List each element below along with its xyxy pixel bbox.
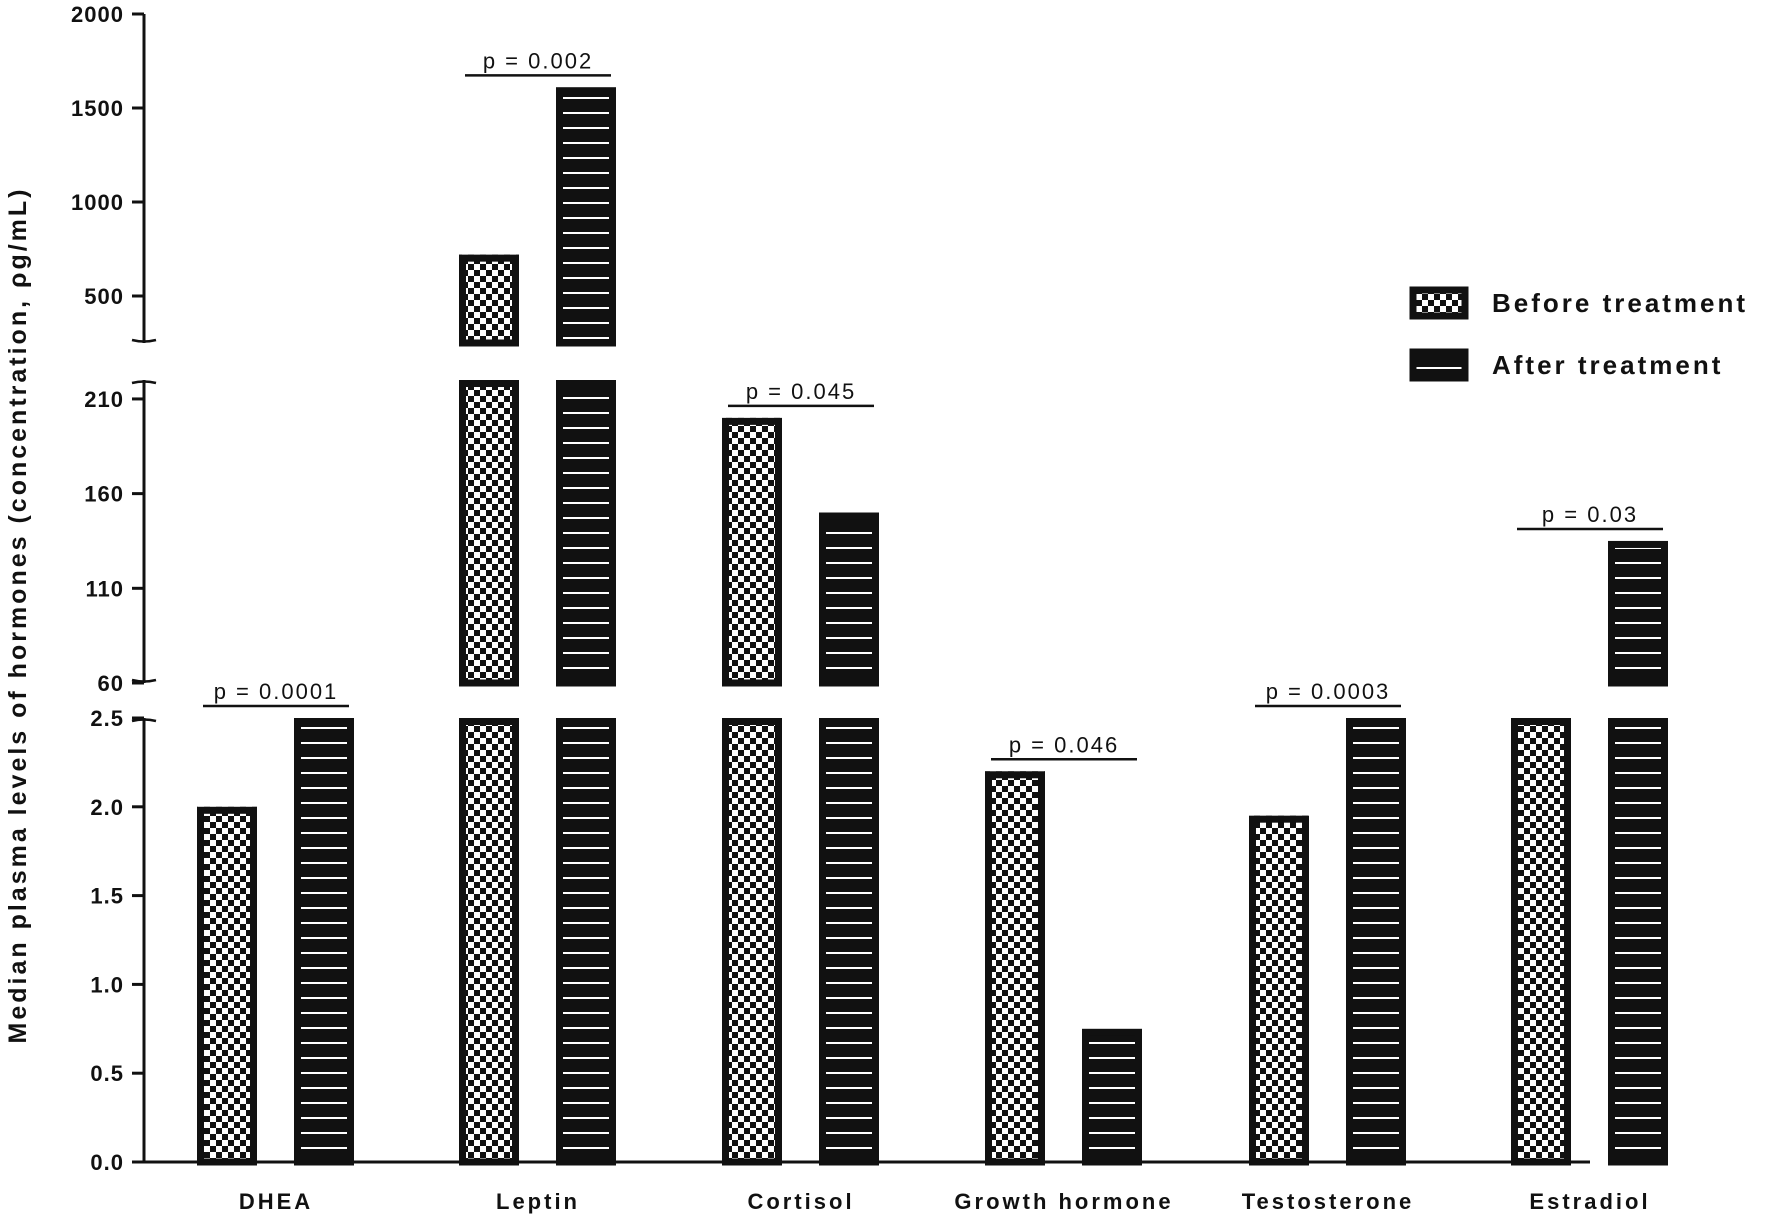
legend-item: After treatment xyxy=(1409,348,1723,382)
y-tick-label: 1.5 xyxy=(90,884,124,909)
significance-label: p = 0.045 xyxy=(746,379,856,404)
legend-item: Before treatment xyxy=(1409,286,1748,320)
y-tick-label: 1000 xyxy=(71,190,124,215)
y-tick-label: 2000 xyxy=(71,2,124,27)
x-category-label: Growth hormone xyxy=(954,1189,1173,1214)
bar-leptin-after xyxy=(556,87,616,347)
legend: Before treatment After treatment xyxy=(1409,286,1748,382)
bar-leptin-after-part-1 xyxy=(556,718,616,1166)
bar-leptin-before-part-1 xyxy=(459,718,519,1166)
legend-label: Before treatment xyxy=(1492,288,1748,318)
y-axis-title: Median plasma levels of hormones (concen… xyxy=(4,187,32,1044)
y-tick-label: 0.5 xyxy=(90,1061,124,1086)
x-category-label: Leptin xyxy=(496,1189,580,1214)
y-tick-label: 110 xyxy=(86,576,125,601)
y-tick-label: 210 xyxy=(84,387,124,412)
significance-label: p = 0.0001 xyxy=(214,679,339,704)
bar-estradiol-after-part-1 xyxy=(1608,718,1668,1166)
y-tick-label: 1500 xyxy=(71,96,124,121)
significance-annotations: p = 0.0001 p = 0.002 p = 0.045 p = 0.046 p =… xyxy=(203,48,1663,761)
bar-dhea-before xyxy=(197,806,257,1166)
x-category-label: DHEA xyxy=(239,1189,313,1214)
bar-growth-hormone-before xyxy=(985,771,1045,1166)
bars xyxy=(197,87,1668,1166)
y-axis: 0.0 0.5 1.0 1.5 2.0 2.5 60 110 160 210 500 1000 1500… xyxy=(71,2,1590,1175)
y-tick-label: 1.0 xyxy=(90,972,124,997)
bar-cortisol-after xyxy=(819,512,879,687)
significance-label: p = 0.0003 xyxy=(1266,679,1391,704)
y-tick-label: 2.0 xyxy=(90,795,124,820)
y-tick-label: 500 xyxy=(84,284,124,309)
bar-dhea-after xyxy=(294,718,354,1166)
y-tick-label: 60 xyxy=(98,671,124,696)
bar-cortisol-before-part-1 xyxy=(722,718,782,1166)
bar-estradiol-after xyxy=(1608,540,1668,687)
y-tick-label: 0.0 xyxy=(90,1150,124,1175)
axis-break-mark-4 xyxy=(131,338,157,343)
significance-label: p = 0.03 xyxy=(1542,502,1638,527)
significance-label: p = 0.002 xyxy=(483,48,593,73)
significance-label: p = 0.046 xyxy=(1009,732,1119,757)
bar-testosterone-before xyxy=(1249,815,1309,1166)
y-tick-label: 160 xyxy=(84,482,124,507)
legend-label: After treatment xyxy=(1492,350,1723,380)
x-category-label: Cortisol xyxy=(747,1189,854,1214)
bar-leptin-after-part-2 xyxy=(556,380,616,687)
bar-testosterone-after xyxy=(1346,718,1406,1166)
y-tick-label: 2.5 xyxy=(90,706,124,731)
bar-leptin-before-part-2 xyxy=(459,380,519,687)
bar-estradiol-before xyxy=(1511,718,1571,1166)
x-category-label: Estradiol xyxy=(1529,1189,1650,1214)
bar-growth-hormone-after xyxy=(1082,1028,1142,1166)
x-axis-labels: DHEA Leptin Cortisol Growth hormone Testoste… xyxy=(239,1189,1650,1214)
x-category-label: Testosterone xyxy=(1242,1189,1415,1214)
bar-cortisol-after-part-1 xyxy=(819,718,879,1166)
bar-cortisol-before xyxy=(722,417,782,687)
bar-leptin-before xyxy=(459,254,519,347)
axis-break-mark-3 xyxy=(131,380,157,385)
